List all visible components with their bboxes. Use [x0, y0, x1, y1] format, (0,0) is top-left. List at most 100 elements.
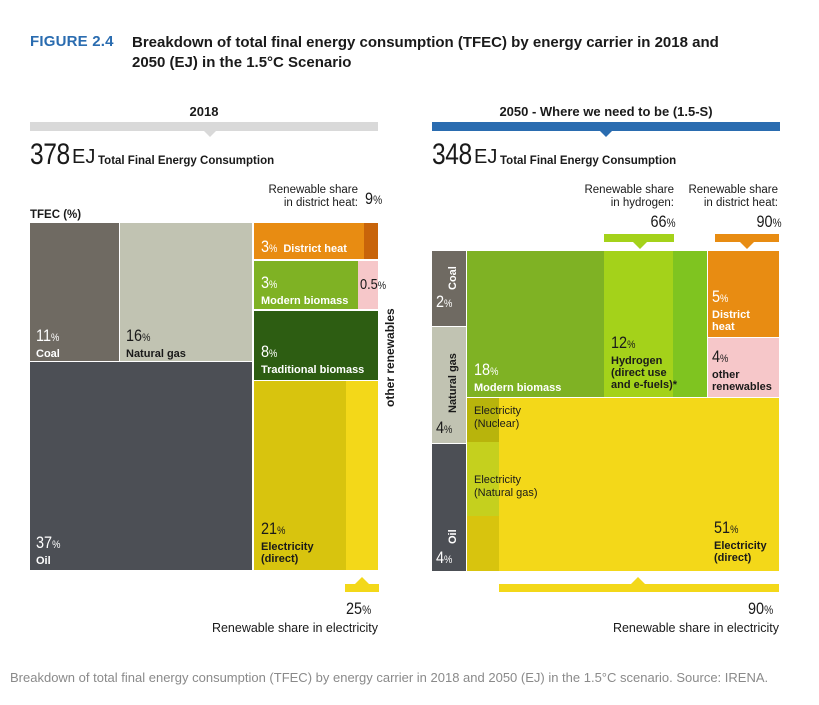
block-2018-oil: [30, 362, 252, 570]
name-2050-or1: other: [712, 369, 740, 381]
pct-2050-or: %: [720, 353, 729, 365]
block-2050-electricity-nuclear: [467, 398, 499, 442]
panel-2050-bar-pointer: [599, 130, 613, 137]
name-2050-el1: Electricity: [714, 540, 767, 552]
total-2018-unit: EJ: [72, 146, 96, 168]
pct-2018-mb: %: [269, 279, 278, 291]
rs-el-2050-pct: %: [764, 603, 774, 617]
rs-dh-2018-line2: in district heat:: [283, 197, 358, 209]
label-2018-district-heat: 3% District heat: [261, 237, 347, 259]
rs-dh-2050-line2: in district heat:: [703, 197, 778, 209]
val-2050-coal-wrap: 2%: [436, 292, 452, 312]
name-2018-gas: Natural gas: [126, 348, 186, 360]
rs-dh-2018-value: 9%: [365, 189, 382, 209]
rs-el-2050-pointer: [631, 577, 645, 584]
name-2050-coal: Coal: [447, 266, 459, 290]
val-2018-mb: 3: [261, 273, 270, 292]
rs-el-2018-value: 25%: [346, 599, 371, 619]
name-2050-h3: and e-fuels)*: [611, 379, 678, 391]
rs-el-2050-num: 90: [748, 599, 765, 618]
pct-2018-dh: %: [269, 243, 278, 255]
name-2050-en2: (Nuclear): [474, 418, 520, 430]
block-2050-natural-gas: [432, 327, 466, 443]
block-2018-other-renewables: [358, 261, 378, 309]
label-2018-coal: 11% Coal: [36, 326, 63, 360]
val-2018-gas: 16: [126, 326, 143, 345]
label-2050-modern-biomass: 18% Modern biomass: [474, 360, 561, 394]
side-label-other-renewables: other renewables: [383, 308, 397, 407]
rs-dh-2018-line1: Renewable share: [268, 184, 358, 196]
val-2050-coal: 2: [436, 292, 445, 311]
val-2050-dh: 5: [712, 287, 721, 306]
block-2018-electricity-renewable: [346, 381, 378, 570]
val-2018-oil: 37: [36, 533, 53, 552]
rs-el-2018-pct: %: [362, 603, 372, 617]
rs-dh-2050-pointer: [740, 242, 754, 249]
name-2018-mb: Modern biomass: [261, 295, 349, 307]
val-2050-oil-wrap: 4%: [436, 548, 452, 568]
block-2050-electricity: [467, 398, 779, 571]
val-2018-dh: 3: [261, 237, 270, 256]
val-2050-oil: 4: [436, 548, 445, 567]
block-2050-hydrogen: [604, 251, 673, 397]
name-2018-el1: Electricity: [261, 541, 314, 553]
val-2018-coal: 11: [36, 326, 52, 345]
pct-2018-gas: %: [142, 332, 151, 344]
label-2018-electricity: 21% Electricity (direct): [261, 519, 314, 565]
val-2050-el: 51: [714, 518, 731, 537]
block-2050-coal: [432, 251, 466, 326]
block-2018-electricity: [254, 381, 346, 570]
name-2050-eg1: Electricity: [474, 474, 522, 486]
rs-h-2050-value: 66%: [650, 212, 675, 232]
rs-el-2050-value: 90%: [748, 599, 773, 619]
label-2018-traditional-biomass: 8% Traditional biomass: [261, 342, 364, 376]
total-2018: 378: [30, 138, 79, 172]
name-2050-en1: Electricity: [474, 405, 522, 417]
figure-title: Breakdown of total final energy consumpt…: [132, 34, 719, 71]
label-2018-modern-biomass: 3% Modern biomass: [261, 273, 348, 307]
name-2018-el2: (direct): [261, 553, 299, 565]
label-2050-electricity: 51% Electricity (direct): [714, 518, 767, 564]
rs-h-2050-line2: in hydrogen:: [610, 197, 674, 209]
name-2050-h1: Hydrogen: [611, 355, 663, 367]
total-2050-unit: EJ: [474, 146, 498, 168]
figure-label: FIGURE 2.4: [30, 33, 114, 50]
name-2050-el2: (direct): [714, 552, 752, 564]
name-2018-tb: Traditional biomass: [261, 364, 365, 376]
rs-h-2050-num: 66: [650, 212, 667, 231]
label-2050-elec-gas: Electricity (Natural gas): [474, 474, 538, 500]
rs-dh-2050-value: 90%: [756, 212, 781, 232]
rs-el-2018-bar: [345, 584, 379, 592]
rs-dh-2050-bar: [715, 234, 779, 242]
pct-2050-gas: %: [444, 424, 453, 436]
rs-h-2050-line1: Renewable share: [584, 184, 674, 196]
figure-caption: Breakdown of total final energy consumpt…: [10, 670, 769, 685]
rs-el-2018-label: Renewable share in electricity: [211, 621, 378, 635]
name-2018-oil: Oil: [36, 555, 51, 567]
total-2050-label: Total Final Energy Consumption: [500, 155, 677, 167]
pct-2050-oil: %: [444, 554, 453, 566]
panel-2050-title: 2050 - Where we need to be (1.5-S): [499, 104, 713, 119]
pct-2050-h: %: [627, 339, 636, 351]
total-2050: 348: [432, 138, 481, 172]
pct-2018-el: %: [277, 525, 286, 537]
panel-2050-bar: [432, 122, 780, 131]
name-2050-h2: (direct use: [611, 367, 667, 379]
block-2018-district-heat-renewable: [364, 223, 378, 259]
rs-el-2050-bar: [499, 584, 779, 592]
rs-h-2050-bar: [604, 234, 674, 242]
name-2050-mb: Modern biomass: [474, 382, 562, 394]
block-2050-modern-biomass: [467, 251, 604, 397]
total-2050-value: 348: [432, 138, 472, 171]
val-2050-h: 12: [611, 333, 628, 352]
val-2018-el: 21: [261, 519, 278, 538]
block-2050-electricity-natural-gas: [467, 442, 499, 516]
pct-2050-mb: %: [490, 366, 499, 378]
label-2050-district-heat: 5% District heat: [712, 287, 750, 333]
label-2050-hydrogen: 12% Hydrogen (direct use and e-fuels)*: [611, 333, 677, 391]
block-2050-district-heat: [708, 251, 779, 337]
name-2050-or2: renewables: [712, 381, 772, 393]
rs-el-2050-label: Renewable share in electricity: [612, 621, 779, 635]
rs-dh-2050-num: 90: [756, 212, 773, 231]
block-2018-natural-gas: [120, 223, 252, 361]
